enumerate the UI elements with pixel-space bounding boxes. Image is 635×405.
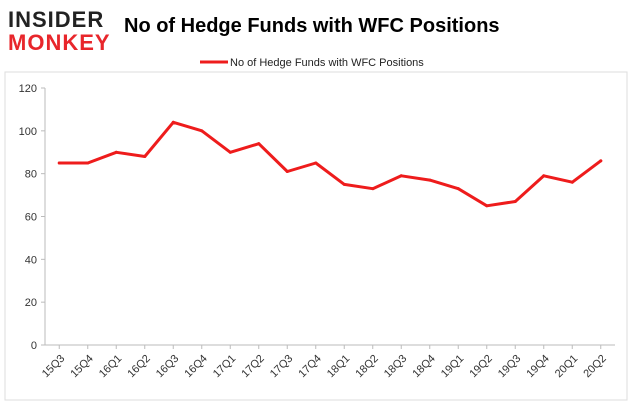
x-tick-label: 16Q3 bbox=[154, 353, 182, 381]
y-tick-label: 0 bbox=[31, 340, 37, 352]
data-point bbox=[285, 170, 289, 174]
legend-label: No of Hedge Funds with WFC Positions bbox=[230, 57, 424, 69]
y-tick-label: 20 bbox=[25, 297, 37, 309]
logo: INSIDER MONKEY bbox=[8, 7, 111, 55]
x-tick-label: 18Q1 bbox=[325, 353, 353, 381]
data-point bbox=[399, 174, 403, 178]
y-tick-label: 60 bbox=[25, 212, 37, 224]
plot-border bbox=[4, 71, 628, 401]
legend: No of Hedge Funds with WFC Positions bbox=[200, 57, 424, 69]
x-tick-label: 17Q1 bbox=[211, 353, 239, 381]
data-point bbox=[456, 187, 460, 191]
data-point bbox=[86, 161, 90, 165]
chart-title: No of Hedge Funds with WFC Positions bbox=[124, 15, 500, 37]
x-ticks: 15Q3 15Q4 16Q1 16Q2 16Q3 16Q4 17Q1 17Q2 17Q3 17Q4… bbox=[40, 345, 609, 380]
data-point bbox=[114, 150, 118, 154]
x-tick-label: 20Q1 bbox=[553, 353, 581, 381]
x-tick-label: 18Q2 bbox=[353, 353, 381, 381]
data-point bbox=[57, 161, 61, 165]
x-tick-label: 19Q1 bbox=[439, 353, 467, 381]
x-tick-label: 16Q1 bbox=[97, 353, 125, 381]
data-point bbox=[485, 204, 489, 208]
data-point bbox=[257, 142, 261, 146]
x-tick-label: 15Q3 bbox=[40, 353, 68, 381]
x-tick-label: 18Q4 bbox=[410, 353, 438, 381]
data-point bbox=[143, 155, 147, 159]
data-point bbox=[342, 182, 346, 186]
data-point bbox=[200, 129, 204, 133]
series-layer bbox=[57, 120, 603, 208]
data-point bbox=[171, 120, 175, 124]
x-tick-label: 16Q4 bbox=[182, 353, 210, 381]
series-line bbox=[57, 120, 603, 208]
y-tick-label: 80 bbox=[25, 169, 37, 181]
x-tick-label: 17Q3 bbox=[268, 353, 296, 381]
x-tick-label: 16Q2 bbox=[125, 353, 153, 381]
logo-bottom-text: MONKEY bbox=[8, 30, 111, 55]
data-point bbox=[542, 174, 546, 178]
y-tick-label: 100 bbox=[19, 126, 37, 138]
x-tick-label: 18Q3 bbox=[382, 353, 410, 381]
data-point bbox=[314, 161, 318, 165]
data-point bbox=[428, 178, 432, 182]
data-point bbox=[513, 200, 517, 204]
y-tick-label: 40 bbox=[25, 254, 37, 266]
x-tick-label: 20Q2 bbox=[581, 353, 609, 381]
x-tick-label: 17Q2 bbox=[239, 353, 267, 381]
x-tick-label: 17Q4 bbox=[296, 353, 324, 381]
x-tick-label: 19Q2 bbox=[467, 353, 495, 381]
x-tick-label: 19Q4 bbox=[524, 353, 552, 381]
y-tick-label: 120 bbox=[19, 83, 37, 95]
y-ticks: 0 20 40 60 80 100 120 bbox=[19, 83, 45, 352]
x-tick-label: 19Q3 bbox=[496, 353, 524, 381]
logo-top-text: INSIDER bbox=[8, 7, 104, 32]
data-point bbox=[371, 187, 375, 191]
data-point bbox=[599, 159, 603, 163]
data-point bbox=[228, 150, 232, 154]
data-point bbox=[570, 180, 574, 184]
x-tick-label: 15Q4 bbox=[68, 353, 96, 381]
